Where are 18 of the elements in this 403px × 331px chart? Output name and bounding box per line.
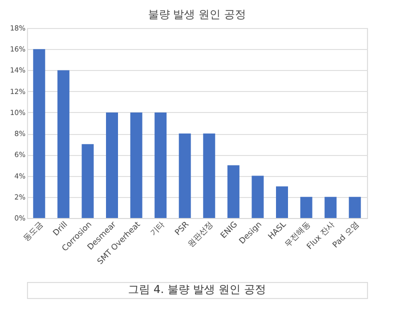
bar	[227, 165, 240, 218]
bar	[178, 134, 191, 218]
bar	[33, 49, 46, 218]
bar	[300, 196, 312, 218]
bar	[154, 112, 167, 218]
bar	[276, 186, 288, 218]
bar	[130, 112, 142, 218]
bar	[82, 144, 94, 218]
bar	[252, 176, 264, 218]
x-tick-label: 기타	[148, 220, 166, 238]
bar	[324, 196, 337, 218]
chart-title: 불량 발생 원인 공정	[148, 8, 246, 21]
bar	[106, 112, 118, 218]
caption: 그림 4. 불량 발생 원인 공정	[128, 283, 266, 296]
bar	[203, 134, 216, 218]
x-tick-label: PSR	[173, 219, 191, 238]
bar	[57, 70, 70, 218]
bar	[348, 196, 361, 218]
